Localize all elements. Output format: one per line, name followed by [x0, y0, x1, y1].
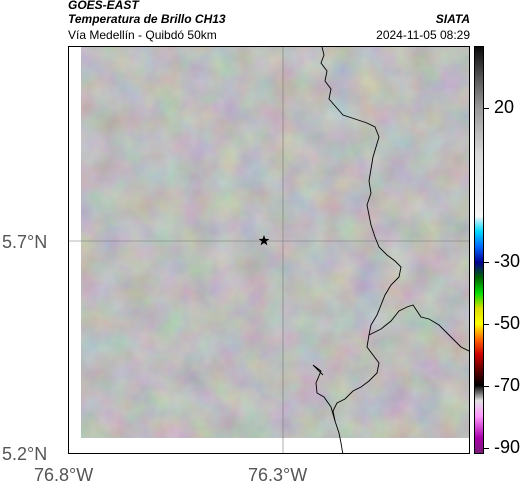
river-line: [312, 364, 336, 422]
timestamp-label: 2024-11-05 08:29: [376, 28, 470, 42]
organization-label: SIATA: [435, 12, 470, 26]
colorbar-tick: [484, 448, 489, 449]
colorbar-tick: [484, 386, 489, 387]
product-title: Temperatura de Brillo CH13: [68, 12, 226, 26]
colorbar-tick: [484, 262, 489, 263]
map-frame[interactable]: [68, 46, 470, 454]
border-line: [320, 47, 402, 453]
colorbar-tick-label: -50: [494, 313, 521, 333]
colorbar: [474, 46, 484, 454]
region-label: Vía Medellín - Quibdó 50km: [68, 28, 217, 42]
star-marker-icon: [258, 235, 270, 246]
colorbar-tick: [484, 108, 489, 109]
colorbar-tick: [484, 324, 489, 325]
colorbar-tick-label: -90: [494, 437, 521, 457]
cloud-field: [81, 47, 469, 438]
lat-tick-label: 5.7°N: [2, 232, 48, 252]
colorbar-tick-label: -30: [494, 251, 521, 271]
lat-tick-label: 5.2°N: [2, 444, 48, 464]
coast-line: [368, 304, 469, 352]
lon-tick-label: 76.8°W: [34, 465, 94, 485]
lon-tick-label: 76.3°W: [248, 465, 308, 485]
colorbar-tick-label: -70: [494, 375, 521, 395]
colorbar-tick-label: 20: [494, 97, 515, 117]
satellite-title: GOES-EAST: [68, 0, 139, 12]
map-canvas[interactable]: [69, 47, 470, 454]
